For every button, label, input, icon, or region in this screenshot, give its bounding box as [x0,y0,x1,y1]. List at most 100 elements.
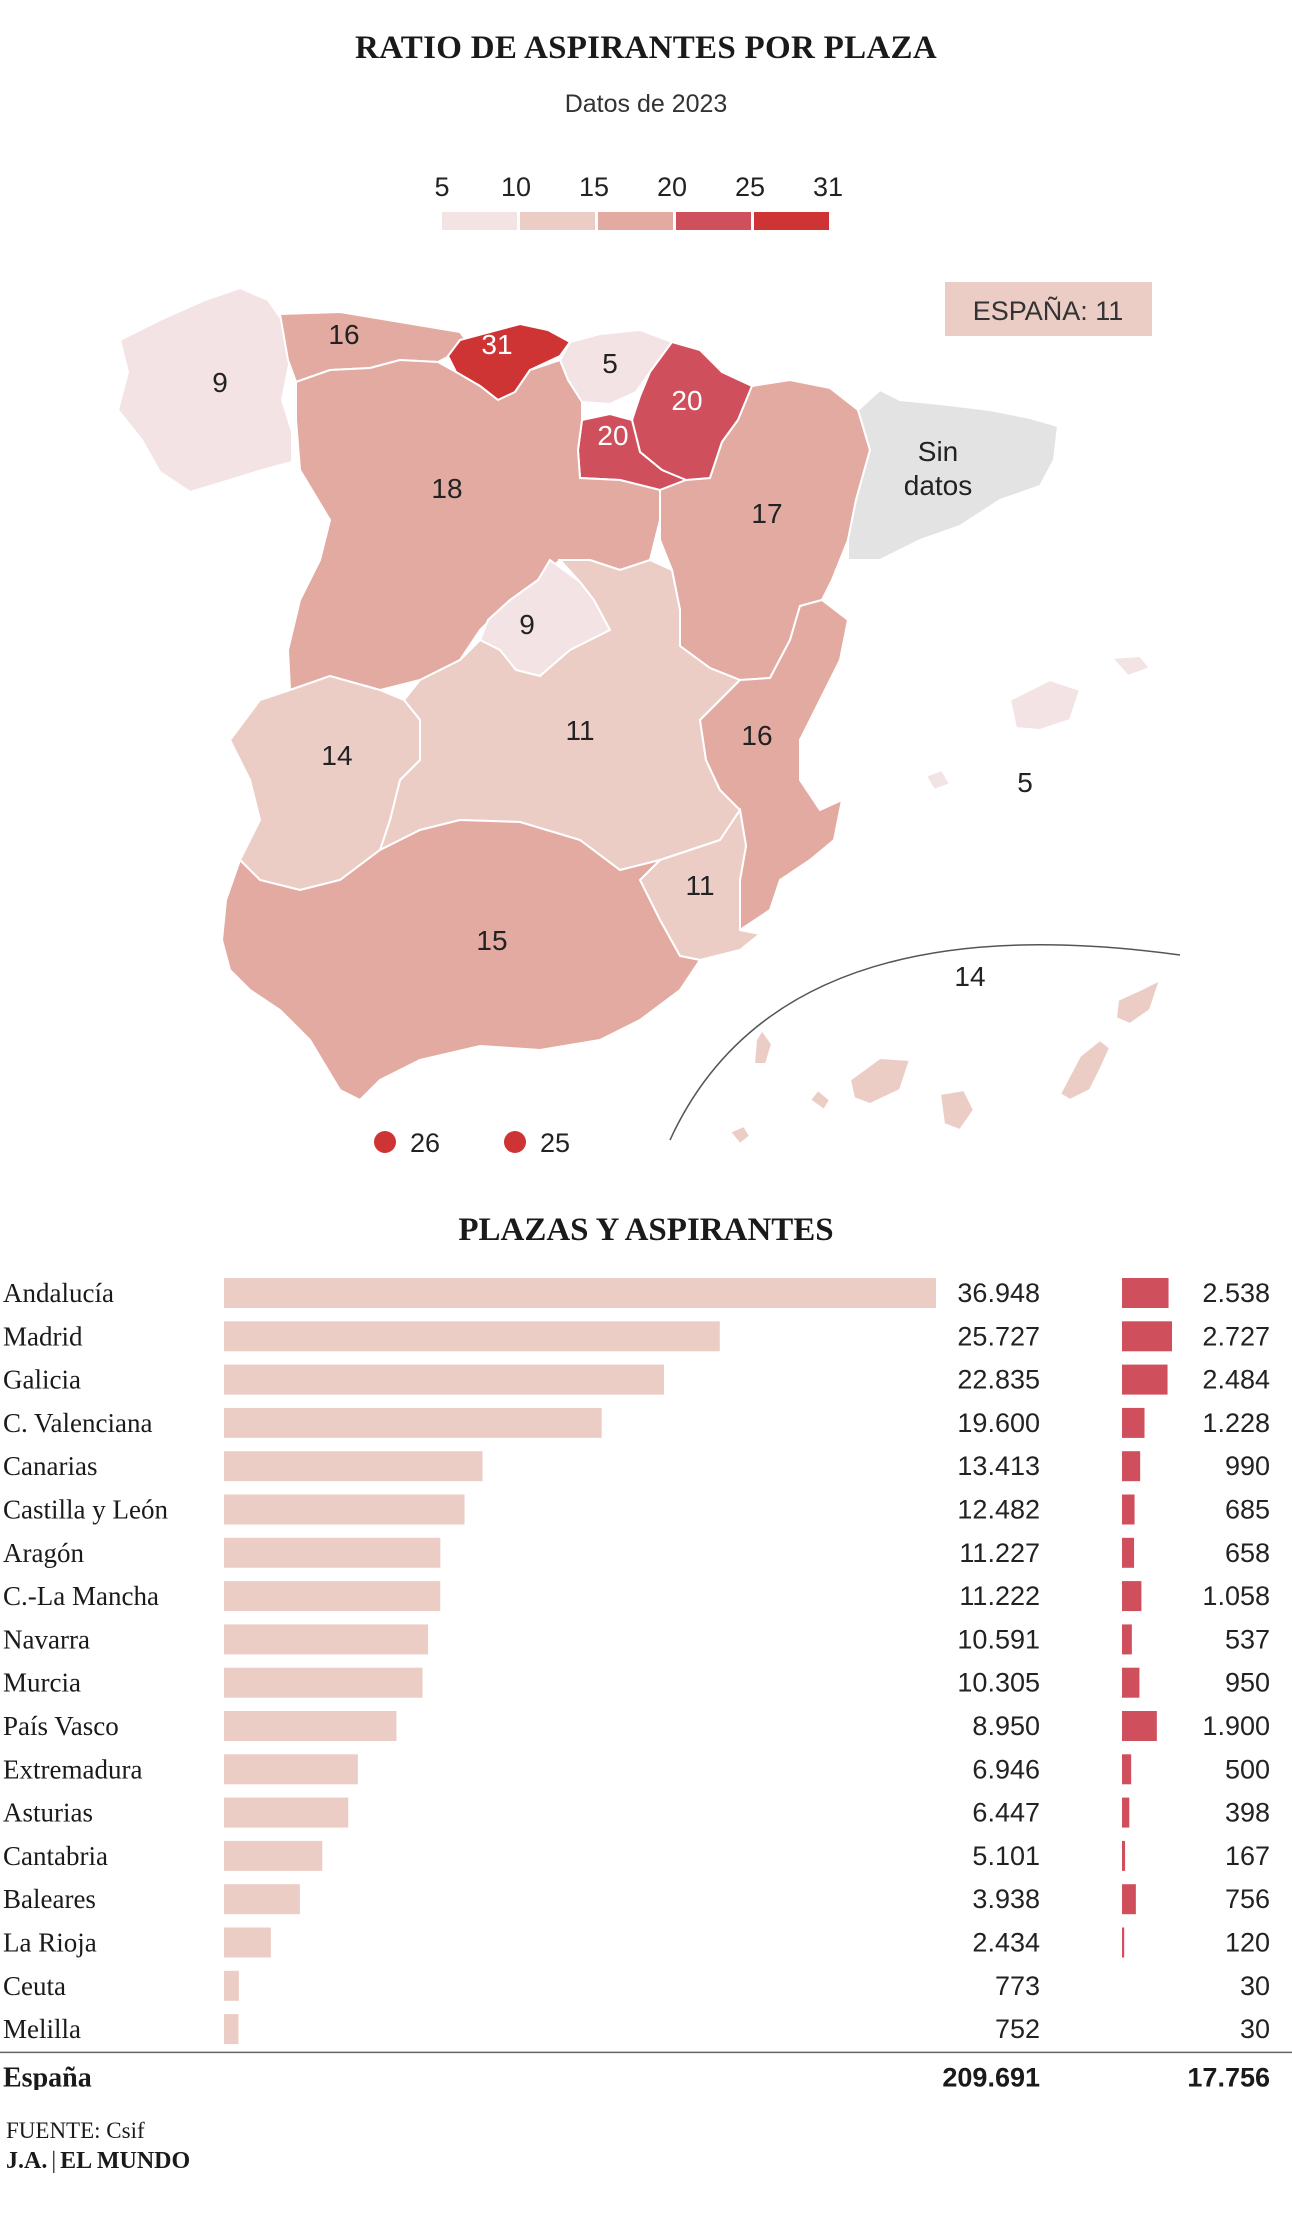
aspirantes-value: 1.900 [1202,1711,1270,1741]
aspirantes-bar [1122,1797,1130,1828]
legend-swatch [520,212,595,230]
aspirantes-value: 167 [1225,1841,1270,1871]
legend-swatch [598,212,673,230]
region-label: 9 [519,609,535,640]
plazas-value: 8.950 [972,1711,1040,1741]
row-label: Andalucía [3,1278,114,1308]
row-label: C.-La Mancha [3,1581,159,1611]
row-label: Melilla [3,2014,81,2044]
plazas-bar [224,1840,323,1871]
plazas-aspirantes-chart: Andalucía 36.948 2.538 Madrid 25.727 2.727 Gal… [0,1278,1292,2090]
region-cataluna [847,388,1060,561]
region-label: Sin [918,436,958,467]
spain-badge-text: ESPAÑA: 11 [973,295,1124,326]
region-label: datos [904,470,973,501]
row-label: Asturias [3,1798,93,1828]
region-canarias [728,978,1162,1146]
plazas-value: 6.946 [972,1754,1040,1784]
plazas-value: 11.222 [959,1581,1040,1611]
plazas-bar [224,2014,239,2045]
row-label: Canarias [3,1451,97,1481]
author-initials: J.A. [6,2148,48,2174]
aspirantes-value: 756 [1225,1884,1270,1914]
aspirantes-bar [1122,1624,1132,1655]
region-label: 15 [476,925,507,956]
plazas-value: 36.948 [957,1278,1040,1308]
plazas-bar [224,1711,397,1741]
plazas-value: 5.101 [972,1841,1040,1871]
aspirantes-bar [1122,1537,1135,1568]
aspirantes-bar [1122,1840,1126,1871]
aspirantes-bar [1122,1581,1142,1612]
plazas-bar [224,1797,349,1828]
legend-swatch [442,212,517,230]
total-plazas: 209.691 [942,2062,1040,2090]
spain-badge [945,282,1152,336]
legend-swatch [676,212,751,230]
row-label: Navarra [3,1624,90,1654]
plazas-bar [224,1884,300,1915]
plazas-value: 11.227 [959,1538,1040,1568]
aspirantes-value: 1.228 [1202,1408,1270,1438]
region-galicia [116,286,293,494]
row-label: Castilla y León [3,1495,168,1525]
row-label: Baleares [3,1884,96,1914]
plazas-bar [224,1581,441,1612]
aspirantes-bar [1122,1451,1141,1482]
plazas-bar [224,1754,358,1785]
aspirantes-bar [1122,1364,1168,1395]
row-label: Cantabria [3,1841,108,1871]
canarias-separator-arc [669,944,1181,1141]
plazas-value: 752 [995,2014,1040,2044]
aspirantes-value: 658 [1225,1538,1270,1568]
plazas-bar [224,1321,720,1352]
region-label: 16 [328,319,359,350]
plazas-value: 10.591 [957,1624,1040,1654]
plazas-value: 12.482 [957,1495,1040,1525]
aspirantes-bar [1122,1754,1132,1785]
legend-tick-label: 10 [501,172,531,202]
plazas-bar [224,1278,936,1308]
total-aspirantes: 17.756 [1187,2062,1270,2090]
row-label: La Rioja [3,1928,97,1958]
region-label: 11 [565,715,594,746]
plazas-bar [224,1451,483,1482]
city-value-label: 26 [410,1128,440,1158]
aspirantes-value: 2.484 [1202,1365,1270,1395]
color-legend: 5 10 15 20 25 31 [434,172,843,230]
row-label: C. Valenciana [3,1408,152,1438]
row-label: Extremadura [3,1754,142,1784]
plazas-bar [224,1407,602,1438]
bars-section-title: PLAZAS Y ASPIRANTES [458,1212,834,1248]
aspirantes-bar [1122,1927,1125,1958]
legend-tick-label: 15 [579,172,609,202]
row-label: Murcia [3,1668,81,1698]
region-baleares [924,654,1152,792]
plazas-value: 773 [995,1971,1040,2001]
aspirantes-bar [1122,1321,1172,1352]
region-andalucia [220,818,702,1102]
melilla-dot [504,1131,526,1153]
region-label: 5 [602,348,618,379]
plazas-value: 6.447 [972,1798,1040,1828]
aspirantes-bar [1122,1494,1135,1525]
plazas-value: 13.413 [957,1451,1040,1481]
aspirantes-value: 398 [1225,1798,1270,1828]
region-label: 14 [321,740,352,771]
row-label: Madrid [3,1321,83,1351]
legend-tick-label: 5 [434,172,449,202]
plazas-bar [224,1927,271,1958]
region-label: 16 [741,720,772,751]
plazas-value: 22.835 [957,1365,1040,1395]
region-label: 20 [597,420,628,451]
aspirantes-bar [1122,1884,1136,1915]
aspirantes-value: 537 [1225,1624,1270,1654]
region-c-valenciana [698,598,850,932]
plazas-value: 19.600 [957,1408,1040,1438]
aspirantes-bar [1122,1278,1169,1308]
aspirantes-value: 30 [1240,2014,1270,2044]
plazas-bar [224,1494,465,1525]
plazas-value: 25.727 [957,1321,1040,1351]
region-label: 5 [1017,767,1033,798]
